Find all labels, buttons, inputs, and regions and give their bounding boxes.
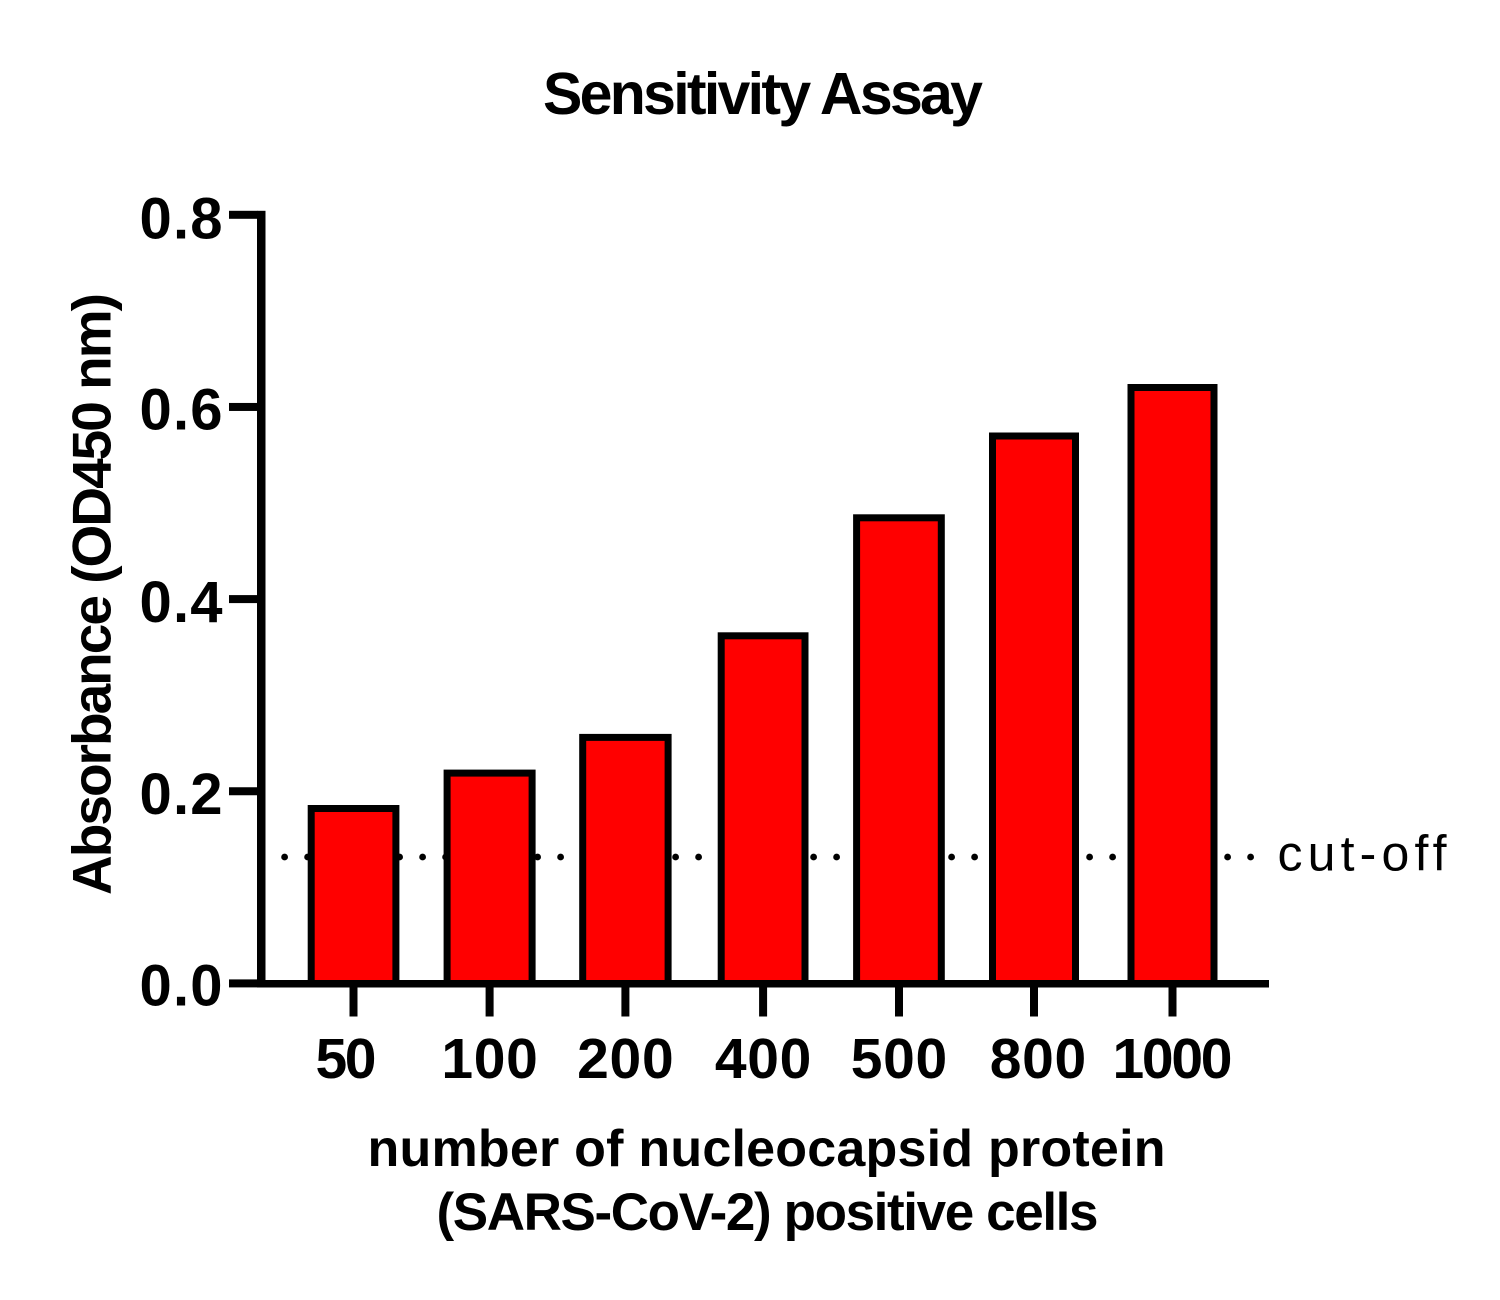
svg-text:500: 500 xyxy=(851,1027,948,1091)
svg-text:0.2: 0.2 xyxy=(140,762,223,827)
svg-text:0.4: 0.4 xyxy=(140,570,223,635)
svg-text:(SARS-CoV-2) positive cells: (SARS-CoV-2) positive cells xyxy=(437,1183,1099,1242)
svg-text:1000: 1000 xyxy=(1113,1027,1233,1091)
svg-text:0.6: 0.6 xyxy=(140,377,223,442)
svg-text:50: 50 xyxy=(316,1027,377,1091)
svg-text:Absorbance (OD450 nm): Absorbance (OD450 nm) xyxy=(61,293,123,895)
svg-text:800: 800 xyxy=(990,1027,1087,1091)
svg-text:200: 200 xyxy=(577,1027,674,1091)
svg-text:number of nucleocapsid protein: number of nucleocapsid protein xyxy=(368,1120,1166,1178)
svg-text:0.0: 0.0 xyxy=(140,954,223,1019)
svg-text:Sensitivity Assay: Sensitivity Assay xyxy=(543,61,983,127)
svg-text:0.8: 0.8 xyxy=(140,186,223,251)
svg-text:400: 400 xyxy=(715,1027,812,1091)
svg-text:100: 100 xyxy=(441,1027,537,1091)
